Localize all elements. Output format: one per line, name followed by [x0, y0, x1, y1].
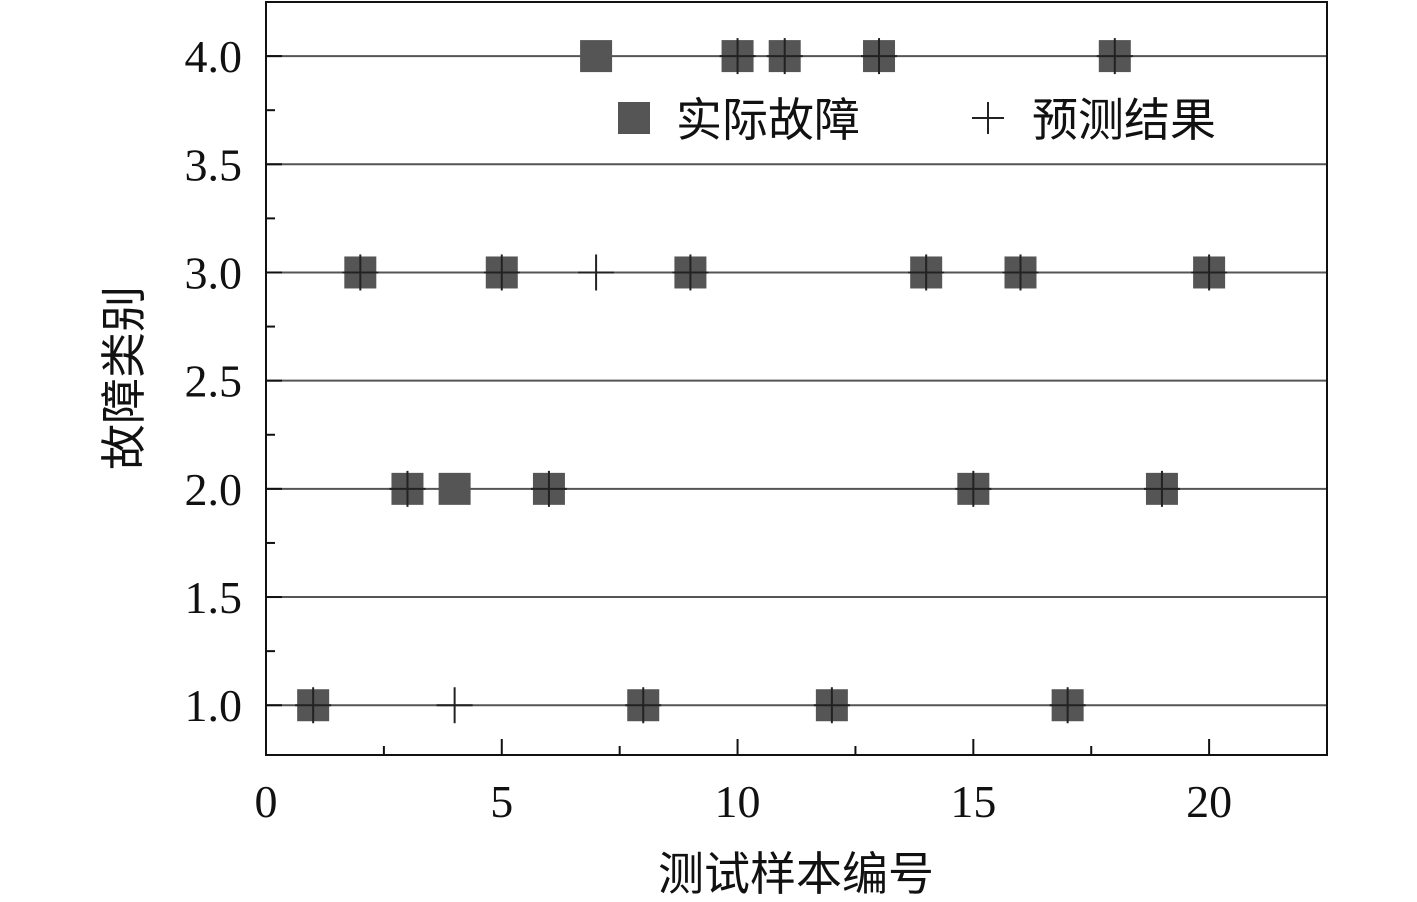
plot-frame: [265, 1, 1328, 756]
predicted-result-marker: [672, 254, 709, 291]
predicted-result-marker: [861, 38, 898, 75]
predicted-result-marker: [1049, 687, 1086, 724]
predicted-result-marker: [813, 687, 850, 724]
legend-square-marker: [618, 102, 650, 134]
predicted-result-marker: [1096, 38, 1133, 75]
predicted-result-marker: [908, 254, 945, 291]
predicted-result-marker: [955, 470, 992, 507]
predicted-result-marker: [436, 687, 473, 724]
actual-fault-marker: [580, 40, 613, 73]
x-tick-label: 10: [715, 776, 761, 827]
predicted-result-marker: [625, 687, 662, 724]
predicted-result-marker: [342, 254, 379, 291]
predicted-result-marker: [295, 687, 332, 724]
predicted-result-marker: [530, 470, 567, 507]
legend-plus-marker: [972, 102, 1004, 134]
predicted-result-marker: [483, 254, 520, 291]
x-axis-title: 测试样本编号: [658, 849, 934, 900]
tick-labels: 1.0 1.5 2.0 2.5 3.0 3.5 4.0 0 5 10 15 20: [185, 31, 1233, 827]
x-tick-label: 20: [1186, 776, 1232, 827]
legend: 实际故障 预测结果: [618, 95, 1216, 146]
y-tick-label: 3.0: [185, 247, 243, 298]
actual-fault-marker: [438, 472, 471, 505]
predicted-result-marker: [1002, 254, 1039, 291]
y-tick-label: 2.0: [185, 464, 243, 515]
y-tick-label: 2.5: [185, 356, 243, 407]
y-tick-label: 1.5: [185, 572, 243, 623]
y-tick-label: 1.0: [185, 680, 243, 731]
predicted-result-marker: [578, 254, 615, 291]
grid-lines: [266, 55, 1327, 707]
predicted-result-marker: [719, 38, 756, 75]
predicted-result-marker: [389, 470, 426, 507]
legend-label-predicted: 预测结果: [1032, 95, 1216, 146]
y-tick-label: 4.0: [185, 31, 243, 82]
predicted-result-marker: [1191, 254, 1228, 291]
y-tick-label: 3.5: [185, 139, 243, 190]
x-tick-label: 0: [255, 776, 278, 827]
legend-label-actual: 实际故障: [676, 95, 860, 146]
predicted-result-marker: [1143, 470, 1180, 507]
predicted-result-marker: [766, 38, 803, 75]
y-axis-title: 故障类别: [99, 286, 150, 470]
x-tick-label: 15: [950, 776, 996, 827]
x-tick-label: 5: [490, 776, 513, 827]
data-markers: [295, 38, 1228, 724]
